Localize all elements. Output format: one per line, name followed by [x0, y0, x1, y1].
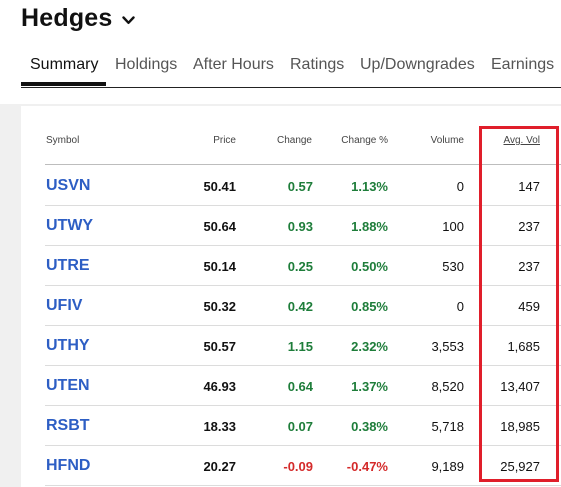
column-header-price[interactable]: Price: [213, 135, 236, 146]
symbol-link[interactable]: UTHY: [46, 337, 90, 354]
tab-bar: Summary Holdings After Hours Ratings Up/…: [21, 56, 561, 88]
avg-vol-value: 18,985: [500, 419, 540, 434]
change-pct-value: 1.13%: [351, 179, 388, 194]
volume-value: 0: [456, 299, 464, 314]
table-row[interactable]: HFND 20.27 -0.09 -0.47% 9,189 25,927: [45, 446, 561, 486]
chevron-down-icon: [121, 15, 135, 24]
volume-value: 0: [456, 179, 464, 194]
price-value: 50.57: [203, 339, 236, 354]
tab-after-hours[interactable]: After Hours: [193, 56, 274, 73]
table-row[interactable]: USVN 50.41 0.57 1.13% 0 147: [45, 166, 561, 206]
change-pct-value: 0.50%: [351, 259, 388, 274]
table-row[interactable]: UTHY 50.57 1.15 2.32% 3,553 1,685: [45, 326, 561, 366]
price-value: 50.32: [203, 299, 236, 314]
column-header-volume[interactable]: Volume: [430, 135, 464, 146]
change-value: 0.07: [287, 419, 313, 434]
symbol-link[interactable]: UTWY: [46, 217, 94, 234]
column-header-avg-vol[interactable]: Avg. Vol: [503, 135, 540, 146]
change-pct-value: 2.32%: [351, 339, 388, 354]
change-value: -0.09: [283, 459, 313, 474]
symbol-link[interactable]: USVN: [46, 177, 91, 194]
table-row[interactable]: UTWY 50.64 0.93 1.88% 100 237: [45, 206, 561, 246]
table-row[interactable]: RSBT 18.33 0.07 0.38% 5,718 18,985: [45, 406, 561, 446]
table-row[interactable]: UTEN 46.93 0.64 1.37% 8,520 13,407: [45, 366, 561, 406]
avg-vol-value: 147: [518, 179, 540, 194]
volume-value: 9,189: [431, 459, 464, 474]
avg-vol-value: 237: [518, 219, 540, 234]
tab-up-downgrades[interactable]: Up/Downgrades: [360, 56, 475, 73]
holdings-table-card: [21, 106, 561, 487]
symbol-link[interactable]: HFND: [46, 457, 91, 474]
table-row[interactable]: UTRE 50.14 0.25 0.50% 530 237: [45, 246, 561, 286]
avg-vol-value: 459: [518, 299, 540, 314]
volume-value: 8,520: [431, 379, 464, 394]
column-header-symbol[interactable]: Symbol: [46, 135, 80, 146]
volume-value: 3,553: [431, 339, 464, 354]
avg-vol-value: 1,685: [507, 339, 540, 354]
change-pct-value: 0.85%: [351, 299, 388, 314]
change-pct-value: 1.88%: [351, 219, 388, 234]
change-value: 0.64: [287, 379, 313, 394]
price-value: 18.33: [203, 419, 236, 434]
volume-value: 5,718: [431, 419, 464, 434]
price-value: 50.41: [203, 179, 236, 194]
price-value: 50.14: [203, 259, 236, 274]
avg-vol-value: 25,927: [500, 459, 540, 474]
page-title: Hedges: [21, 4, 113, 32]
change-pct-value: 0.38%: [351, 419, 388, 434]
avg-vol-value: 237: [518, 259, 540, 274]
page-header: Hedges Summary Holdings After Hours Rati…: [0, 0, 561, 104]
change-value: 0.25: [287, 259, 313, 274]
column-header-change-pct[interactable]: Change %: [341, 135, 388, 146]
volume-value: 530: [442, 259, 464, 274]
table-row[interactable]: UFIV 50.32 0.42 0.85% 0 459: [45, 286, 561, 326]
tab-earnings[interactable]: Earnings: [491, 56, 555, 73]
change-value: 0.57: [287, 179, 313, 194]
tab-holdings[interactable]: Holdings: [115, 56, 178, 73]
change-value: 0.42: [287, 299, 313, 314]
price-value: 20.27: [203, 459, 236, 474]
symbol-link[interactable]: UTEN: [46, 377, 90, 394]
symbol-link[interactable]: UTRE: [46, 257, 90, 274]
active-tab-indicator: [21, 82, 106, 86]
symbol-link[interactable]: RSBT: [46, 417, 90, 434]
tab-summary[interactable]: Summary: [30, 56, 99, 73]
symbol-link[interactable]: UFIV: [46, 297, 83, 314]
column-header-change[interactable]: Change: [276, 135, 312, 146]
volume-value: 100: [442, 219, 464, 234]
tab-ratings[interactable]: Ratings: [290, 56, 345, 73]
price-value: 50.64: [203, 219, 236, 234]
avg-vol-value: 13,407: [500, 379, 540, 394]
change-pct-value: -0.47%: [346, 459, 388, 474]
title-dropdown[interactable]: Hedges: [21, 4, 135, 33]
change-pct-value: 1.37%: [351, 379, 388, 394]
price-value: 46.93: [203, 379, 236, 394]
header-divider: [45, 164, 561, 165]
change-value: 0.93: [287, 219, 313, 234]
change-value: 1.15: [287, 339, 313, 354]
